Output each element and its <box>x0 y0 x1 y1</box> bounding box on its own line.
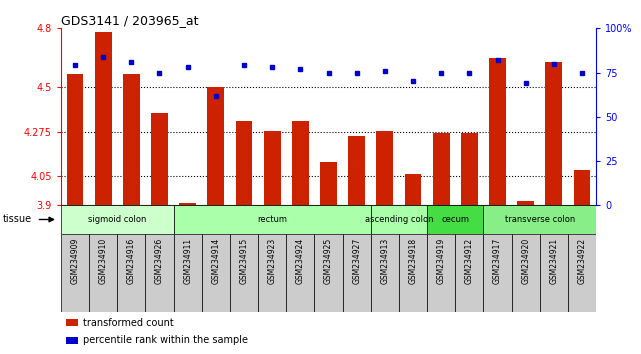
Bar <box>370 234 399 312</box>
Text: percentile rank within the sample: percentile rank within the sample <box>83 335 248 346</box>
Bar <box>208 87 224 205</box>
Bar <box>427 234 455 312</box>
Bar <box>89 234 117 312</box>
Bar <box>95 32 112 205</box>
Text: GDS3141 / 203965_at: GDS3141 / 203965_at <box>61 14 199 27</box>
Bar <box>574 170 590 205</box>
Bar <box>568 234 596 312</box>
Bar <box>123 74 140 205</box>
Text: GSM234918: GSM234918 <box>408 238 417 284</box>
Bar <box>370 205 427 234</box>
Bar <box>287 234 315 312</box>
Text: transformed count: transformed count <box>83 318 174 327</box>
Text: GSM234914: GSM234914 <box>212 238 221 284</box>
Bar <box>263 131 281 205</box>
Bar <box>461 132 478 205</box>
Bar <box>517 201 534 205</box>
Bar <box>315 234 342 312</box>
Bar <box>483 205 596 234</box>
Text: GSM234912: GSM234912 <box>465 238 474 284</box>
Bar <box>67 74 83 205</box>
Text: rectum: rectum <box>257 215 287 224</box>
Bar <box>404 174 422 205</box>
Text: GSM234923: GSM234923 <box>268 238 277 284</box>
Bar <box>342 234 370 312</box>
Bar <box>545 62 562 205</box>
Bar <box>348 137 365 205</box>
Text: GSM234919: GSM234919 <box>437 238 445 284</box>
Bar <box>427 205 483 234</box>
Text: GSM234921: GSM234921 <box>549 238 558 284</box>
Bar <box>292 121 309 205</box>
Text: GSM234909: GSM234909 <box>71 238 79 284</box>
Text: GSM234915: GSM234915 <box>240 238 249 284</box>
Bar <box>483 234 512 312</box>
Bar <box>433 132 449 205</box>
Text: sigmoid colon: sigmoid colon <box>88 215 146 224</box>
Bar <box>146 234 174 312</box>
Text: GSM234911: GSM234911 <box>183 238 192 284</box>
Text: GSM234927: GSM234927 <box>352 238 361 284</box>
Text: GSM234924: GSM234924 <box>296 238 305 284</box>
Bar <box>455 234 483 312</box>
Bar <box>66 319 78 326</box>
Text: GSM234925: GSM234925 <box>324 238 333 284</box>
Text: GSM234917: GSM234917 <box>493 238 502 284</box>
Bar <box>540 234 568 312</box>
Bar <box>512 234 540 312</box>
Text: tissue: tissue <box>3 215 32 224</box>
Bar <box>376 131 394 205</box>
Text: GSM234920: GSM234920 <box>521 238 530 284</box>
Text: cecum: cecum <box>441 215 469 224</box>
Text: transverse colon: transverse colon <box>504 215 575 224</box>
Bar <box>179 203 196 205</box>
Bar <box>489 58 506 205</box>
Text: GSM234922: GSM234922 <box>578 238 587 284</box>
Text: GSM234913: GSM234913 <box>380 238 389 284</box>
Text: ascending colon: ascending colon <box>365 215 433 224</box>
Bar <box>235 121 253 205</box>
Bar <box>66 337 78 344</box>
Bar <box>202 234 230 312</box>
Bar <box>61 205 174 234</box>
Text: GSM234926: GSM234926 <box>155 238 164 284</box>
Text: GSM234910: GSM234910 <box>99 238 108 284</box>
Bar <box>258 234 287 312</box>
Bar <box>174 205 370 234</box>
Bar <box>151 113 168 205</box>
Bar <box>174 234 202 312</box>
Bar <box>230 234 258 312</box>
Text: GSM234916: GSM234916 <box>127 238 136 284</box>
Bar <box>117 234 146 312</box>
Bar <box>61 234 89 312</box>
Bar <box>399 234 427 312</box>
Bar <box>320 162 337 205</box>
